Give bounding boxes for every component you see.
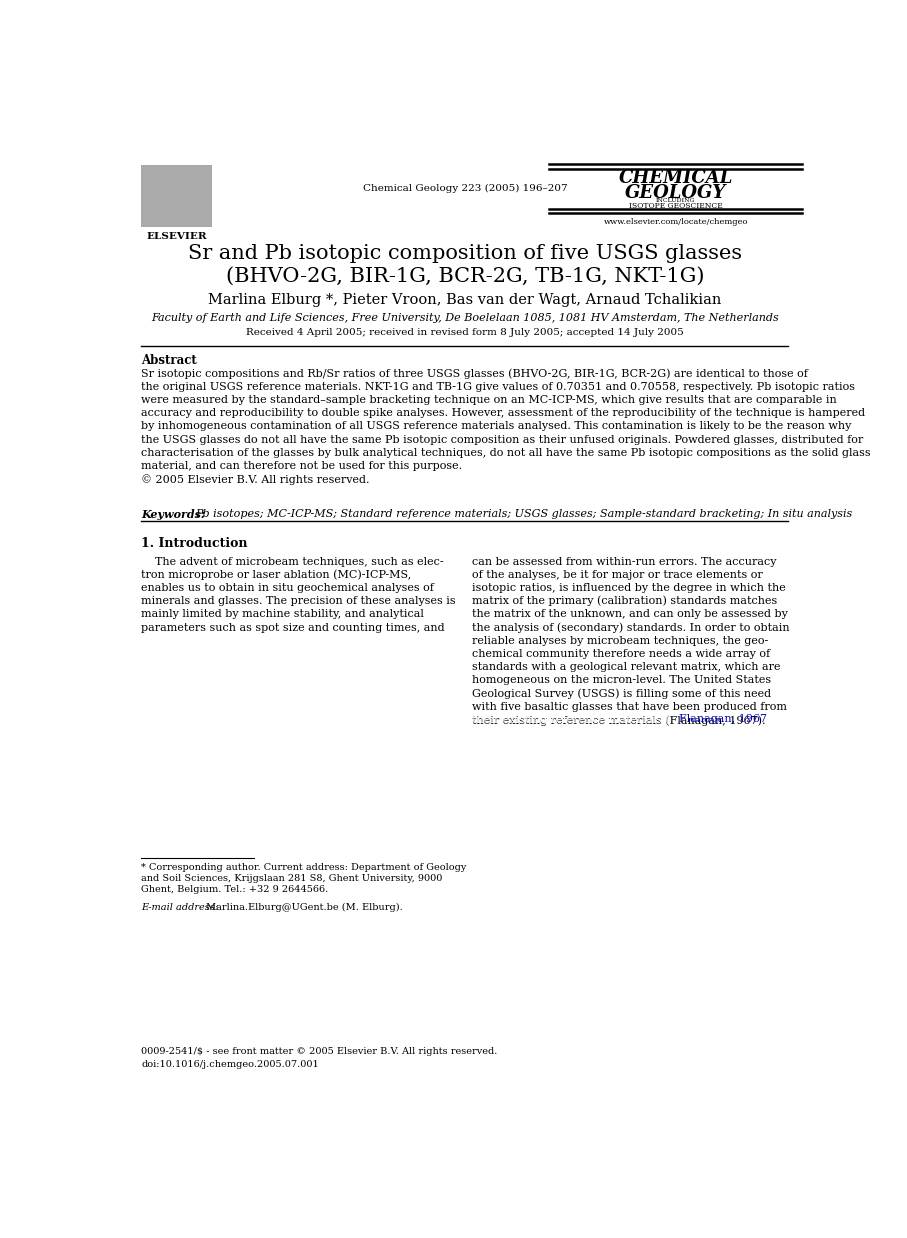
Text: * Corresponding author. Current address: Department of Geology
and Soil Sciences: * Corresponding author. Current address:… [141, 863, 467, 894]
Text: www.elsevier.com/locate/chemgeo: www.elsevier.com/locate/chemgeo [603, 218, 748, 227]
Text: Faculty of Earth and Life Sciences, Free University, De Boelelaan 1085, 1081 HV : Faculty of Earth and Life Sciences, Free… [151, 312, 779, 323]
Text: can be assessed from within-run errors. The accuracy
of the analyses, be it for : can be assessed from within-run errors. … [472, 557, 789, 727]
Text: (BHVO-2G, BIR-1G, BCR-2G, TB-1G, NKT-1G): (BHVO-2G, BIR-1G, BCR-2G, TB-1G, NKT-1G) [226, 266, 704, 286]
Text: Sr isotopic compositions and Rb/Sr ratios of three USGS glasses (BHVO-2G, BIR-1G: Sr isotopic compositions and Rb/Sr ratio… [141, 369, 871, 485]
Text: Marlina Elburg *, Pieter Vroon, Bas van der Wagt, Arnaud Tchalikian: Marlina Elburg *, Pieter Vroon, Bas van … [208, 292, 722, 307]
Text: Flanagan, 1967: Flanagan, 1967 [679, 714, 767, 724]
Text: ELSEVIER: ELSEVIER [146, 233, 207, 241]
Text: their existing reference materials (: their existing reference materials ( [472, 714, 669, 725]
Text: E-mail address:: E-mail address: [141, 903, 219, 911]
Text: 1. Introduction: 1. Introduction [141, 537, 248, 551]
Text: CHEMICAL: CHEMICAL [619, 168, 733, 187]
Text: Sr and Pb isotopic composition of five USGS glasses: Sr and Pb isotopic composition of five U… [188, 244, 742, 262]
Text: Pb isotopes; MC-ICP-MS; Standard reference materials; USGS glasses; Sample-stand: Pb isotopes; MC-ICP-MS; Standard referen… [196, 509, 853, 519]
Text: Received 4 April 2005; received in revised form 8 July 2005; accepted 14 July 20: Received 4 April 2005; received in revis… [246, 328, 684, 337]
Text: Marlina.Elburg@UGent.be (M. Elburg).: Marlina.Elburg@UGent.be (M. Elburg). [206, 903, 403, 911]
Text: INCLUDING: INCLUDING [656, 198, 696, 203]
Text: Abstract: Abstract [141, 354, 197, 368]
Text: The advent of microbeam techniques, such as elec-
tron microprobe or laser ablat: The advent of microbeam techniques, such… [141, 557, 456, 633]
FancyBboxPatch shape [141, 165, 212, 227]
Text: Chemical Geology 223 (2005) 196–207: Chemical Geology 223 (2005) 196–207 [363, 183, 567, 193]
Text: ISOTOPE GEOSCIENCE: ISOTOPE GEOSCIENCE [629, 202, 723, 210]
Text: 0009-2541/$ - see front matter © 2005 Elsevier B.V. All rights reserved.
doi:10.: 0009-2541/$ - see front matter © 2005 El… [141, 1047, 498, 1068]
Text: GEOLOGY: GEOLOGY [625, 183, 727, 202]
Text: Keywords:: Keywords: [141, 509, 206, 520]
